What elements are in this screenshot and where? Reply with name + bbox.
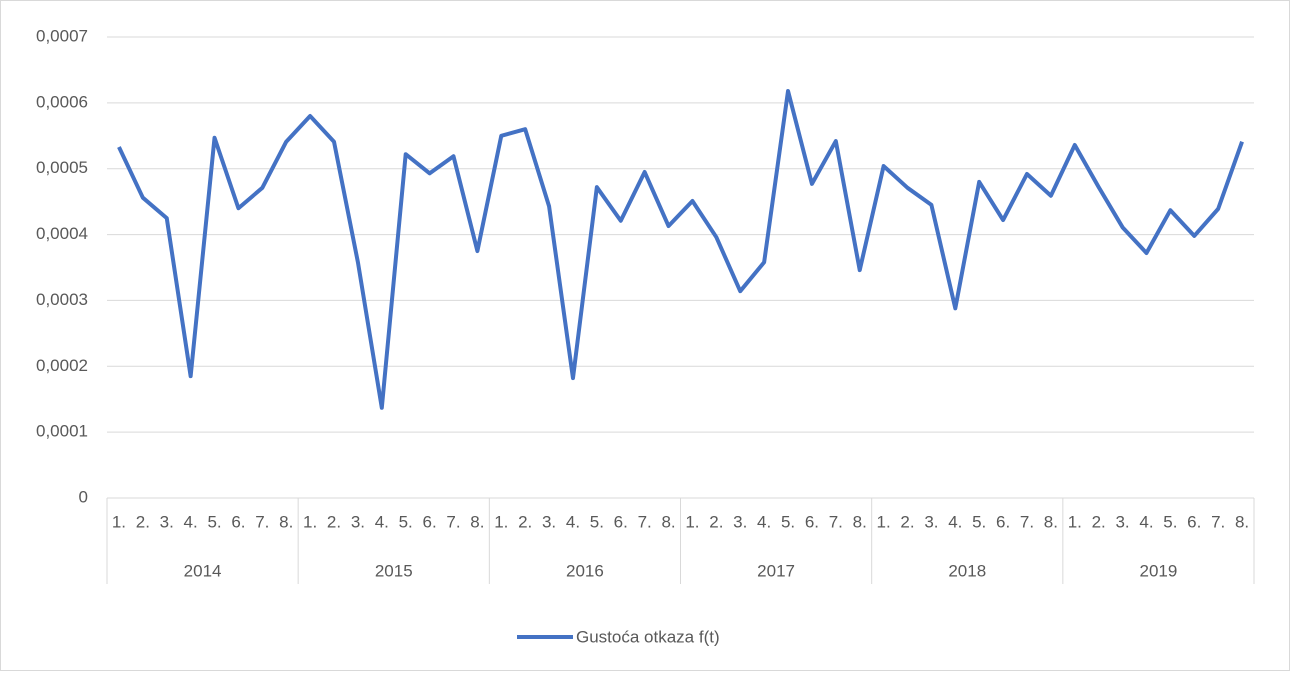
x-tick-label: 4. [757,512,771,531]
x-tick-label: 2. [518,512,532,531]
x-tick-label: 2. [709,512,723,531]
line [117,89,1244,410]
x-tick-label: 4. [184,512,198,531]
x-tick-label: 4. [948,512,962,531]
x-tick-label: 7. [255,512,269,531]
x-tick-label: 5. [399,512,413,531]
x-tick-label: 8. [470,512,484,531]
x-group-label: 2015 [375,561,413,580]
x-tick-label: 7. [1211,512,1225,531]
x-tick-label: 3. [924,512,938,531]
y-tick-label: 0,0002 [36,356,88,375]
x-group-label: 2018 [948,561,986,580]
x-tick-label: 3. [1115,512,1129,531]
x-tick-label: 6. [231,512,245,531]
x-group-label: 2017 [757,561,795,580]
x-tick-label: 1. [303,512,317,531]
x-tick-label: 6. [423,512,437,531]
x-tick-label: 2. [1092,512,1106,531]
x-tick-label: 1. [877,512,891,531]
x-tick-label: 7. [446,512,460,531]
x-tick-label: 1. [685,512,699,531]
x-tick-label: 6. [614,512,628,531]
x-tick-label: 3. [733,512,747,531]
x-tick-label: 8. [1235,512,1249,531]
x-tick-label: 6. [996,512,1010,531]
x-tick-label: 7. [638,512,652,531]
x-tick-label: 5. [1163,512,1177,531]
x-tick-label: 3. [351,512,365,531]
x-tick-label: 5. [781,512,795,531]
x-tick-label: 7. [829,512,843,531]
y-tick-label: 0,0003 [36,290,88,309]
x-tick-label: 8. [279,512,293,531]
y-tick-label: 0,0005 [36,158,88,177]
y-tick-label: 0,0007 [36,26,88,45]
x-group-label: 2014 [184,561,222,580]
x-tick-label: 8. [1044,512,1058,531]
y-tick-label: 0,0001 [36,422,88,441]
x-tick-label: 5. [590,512,604,531]
x-tick-label: 3. [542,512,556,531]
x-tick-label: 4. [566,512,580,531]
x-group-label: 2019 [1140,561,1178,580]
x-tick-label: 7. [1020,512,1034,531]
x-tick-label: 4. [1139,512,1153,531]
x-tick-label: 5. [972,512,986,531]
x-tick-label: 1. [494,512,508,531]
x-tick-label: 3. [160,512,174,531]
x-tick-label: 6. [1187,512,1201,531]
x-tick-label: 5. [207,512,221,531]
x-tick-label: 1. [112,512,126,531]
x-tick-label: 2. [327,512,341,531]
x-tick-label: 1. [1068,512,1082,531]
legend-label: Gustoća otkaza f(t) [576,627,720,646]
y-tick-label: 0,0004 [36,224,88,243]
y-tick-label: 0 [79,487,88,506]
x-group-label: 2016 [566,561,604,580]
y-tick-label: 0,0006 [36,92,88,111]
x-tick-label: 4. [375,512,389,531]
x-tick-label: 6. [805,512,819,531]
x-tick-label: 8. [661,512,675,531]
x-tick-label: 2. [900,512,914,531]
x-tick-label: 2. [136,512,150,531]
x-tick-label: 8. [853,512,867,531]
